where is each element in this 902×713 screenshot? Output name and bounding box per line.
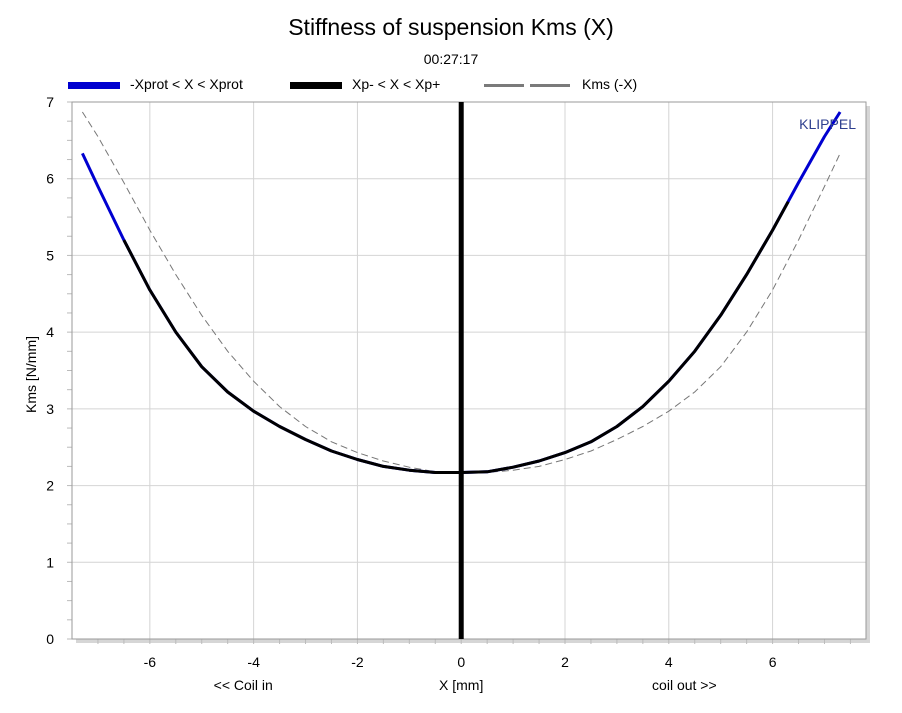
y-tick-label: 5 bbox=[46, 247, 54, 263]
x-tick-label: 2 bbox=[561, 654, 569, 670]
chart-title: Stiffness of suspension Kms (X) bbox=[288, 14, 614, 40]
legend-swatch-kms-neg-b bbox=[530, 84, 570, 87]
y-tick-label: 2 bbox=[46, 478, 54, 494]
y-axis-label: Kms [N/mm] bbox=[23, 336, 39, 413]
y-tick-label: 1 bbox=[46, 554, 54, 570]
klippel-watermark: KLIPPEL bbox=[799, 116, 856, 132]
legend-swatch-xp bbox=[290, 82, 342, 89]
legend-label-xp: Xp- < X < Xp+ bbox=[352, 76, 441, 92]
x-tick-label: 0 bbox=[457, 654, 465, 670]
legend-label-xprot: -Xprot < X < Xprot bbox=[130, 76, 243, 92]
y-tick-label: 7 bbox=[46, 94, 54, 110]
x-tick-label: -2 bbox=[351, 654, 364, 670]
x-tick-label: -4 bbox=[247, 654, 260, 670]
y-tick-label: 4 bbox=[46, 324, 54, 340]
y-tick-label: 3 bbox=[46, 401, 54, 417]
y-tick-label: 6 bbox=[46, 171, 54, 187]
x-tick-label: 6 bbox=[769, 654, 777, 670]
x-annotation-coil-out: coil out >> bbox=[652, 677, 717, 693]
x-axis-label: X [mm] bbox=[439, 677, 483, 693]
x-tick-label: 4 bbox=[665, 654, 673, 670]
legend-swatch-xprot bbox=[68, 82, 120, 89]
chart-subtitle: 00:27:17 bbox=[423, 51, 479, 67]
legend-label-kms-neg: Kms (-X) bbox=[582, 76, 638, 92]
plot-border bbox=[71, 101, 867, 640]
x-tick-label: -6 bbox=[144, 654, 157, 670]
y-tick-label: 0 bbox=[46, 631, 54, 647]
x-annotation-coil-in: << Coil in bbox=[214, 677, 273, 693]
legend-swatch-kms-neg-a bbox=[484, 84, 524, 87]
plot-area bbox=[72, 102, 866, 639]
